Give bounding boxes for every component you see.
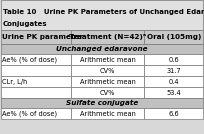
Text: Oral (105mg): Oral (105mg) — [146, 34, 201, 40]
Bar — [144, 76, 203, 87]
Text: Ae% (% of dose): Ae% (% of dose) — [2, 111, 58, 117]
Bar — [144, 108, 203, 119]
Text: 0.4: 0.4 — [168, 79, 179, 85]
Text: Arithmetic mean: Arithmetic mean — [80, 79, 135, 85]
Bar — [71, 87, 144, 98]
Text: 6.6: 6.6 — [168, 111, 179, 117]
Bar — [1, 98, 203, 108]
Text: Treatment (N=42)ᵃ: Treatment (N=42)ᵃ — [69, 34, 146, 40]
Text: Urine PK parameter: Urine PK parameter — [2, 34, 83, 40]
Bar — [71, 30, 144, 44]
Bar — [71, 76, 144, 87]
Text: Arithmetic mean: Arithmetic mean — [80, 111, 135, 117]
Bar — [1, 0, 203, 30]
Bar — [1, 65, 71, 76]
Bar — [144, 30, 203, 44]
Text: CLr, L/h: CLr, L/h — [2, 79, 28, 85]
Bar — [1, 54, 71, 65]
Text: Sulfate conjugate: Sulfate conjugate — [66, 100, 138, 106]
Bar — [71, 54, 144, 65]
Bar — [1, 30, 71, 44]
Text: 53.4: 53.4 — [166, 90, 181, 96]
Bar — [1, 108, 71, 119]
Bar — [1, 76, 71, 87]
Text: 0.6: 0.6 — [168, 57, 179, 63]
Text: Ae% (% of dose): Ae% (% of dose) — [2, 57, 58, 63]
Text: CV%: CV% — [100, 68, 115, 74]
Bar — [1, 87, 71, 98]
Text: Arithmetic mean: Arithmetic mean — [80, 57, 135, 63]
Text: 31.7: 31.7 — [166, 68, 181, 74]
Bar — [71, 65, 144, 76]
Bar — [144, 65, 203, 76]
Text: Table 10   Urine PK Parameters of Unchanged Edaravone and of Sulfate and Glucuro: Table 10 Urine PK Parameters of Unchange… — [3, 9, 204, 15]
Bar — [144, 54, 203, 65]
Bar — [1, 44, 203, 54]
Text: CV%: CV% — [100, 90, 115, 96]
Text: Unchanged edaravone: Unchanged edaravone — [56, 46, 148, 52]
Bar — [144, 87, 203, 98]
Bar — [71, 108, 144, 119]
Text: Conjugates: Conjugates — [3, 21, 47, 27]
